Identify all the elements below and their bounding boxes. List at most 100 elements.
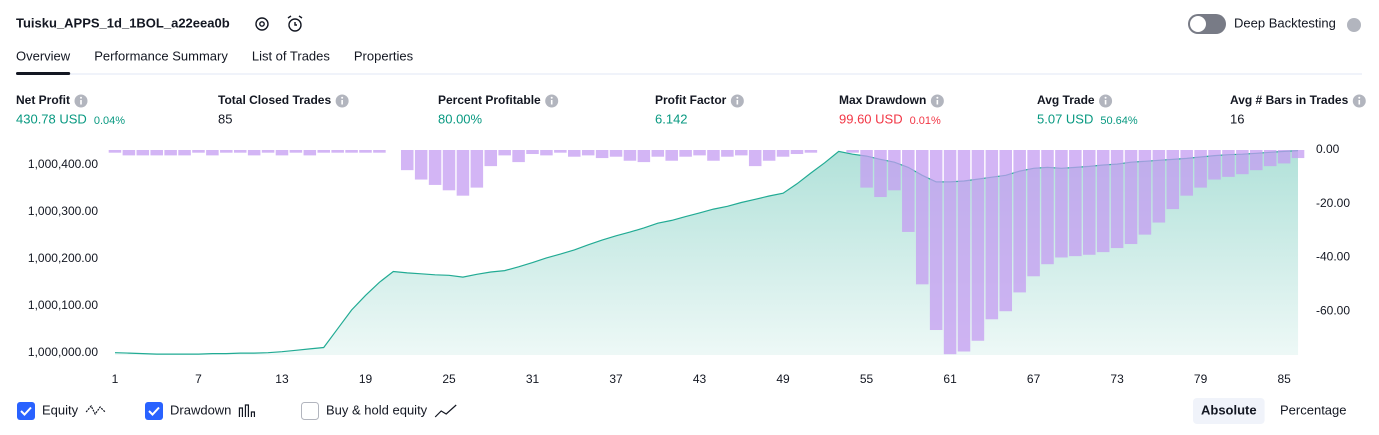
drawdown-bar [136, 150, 150, 156]
drawdown-bar [707, 150, 720, 161]
drawdown-bar [1263, 150, 1277, 167]
drawdown-bar [331, 150, 344, 153]
drawdown-bar [790, 150, 804, 155]
drawdown-bar [721, 150, 734, 157]
y-tick-label: 1,000,300.00 [28, 204, 98, 218]
y-tick-label: 1,000,100.00 [28, 298, 98, 312]
drawdown-bar [428, 150, 442, 185]
drawdown-bar [303, 150, 317, 156]
x-tick-label: 7 [195, 372, 202, 386]
x-tick-label: 19 [359, 372, 373, 386]
drawdown-bar [846, 150, 859, 153]
tab[interactable]: Performance Summary [94, 48, 228, 63]
drawdown-bar [484, 150, 498, 167]
checkmark [148, 406, 160, 416]
scale-button-label: Percentage [1280, 402, 1347, 417]
metric-value: 99.60 USD [839, 111, 903, 126]
drawdown-bar [498, 150, 511, 156]
x-tick-label: 55 [860, 372, 874, 386]
drawdown-bar [1055, 150, 1068, 258]
drawdown-bar [261, 150, 275, 153]
drawdown-bar [359, 150, 372, 153]
x-tick-label: 79 [1194, 372, 1208, 386]
drawdown-bar [651, 150, 665, 157]
drawdown-bar [220, 150, 233, 153]
drawdown-bar [414, 150, 428, 180]
tab[interactable]: Overview [16, 48, 71, 63]
metric-label: Percent Profitable [438, 93, 541, 107]
drawdown-bar [693, 150, 706, 156]
metric-label: Total Closed Trades [218, 93, 331, 107]
info-glyph [1104, 96, 1107, 99]
metric-label: Max Drawdown [839, 93, 926, 107]
metric-value: 5.07 USD [1037, 111, 1093, 126]
checkbox[interactable] [301, 402, 319, 420]
info-glyph [1358, 96, 1361, 99]
drawdown-bar [929, 150, 943, 331]
scale-button[interactable] [1193, 398, 1265, 424]
drawdown-bar [1069, 150, 1082, 257]
drawdown-bar [400, 150, 414, 171]
drawdown-bar [568, 150, 581, 157]
info-glyph [550, 96, 553, 99]
legend-icon [85, 404, 106, 416]
tab[interactable]: Properties [354, 48, 414, 63]
drawdown-bar [247, 150, 261, 156]
legend-label: Equity [42, 402, 79, 417]
tab[interactable]: List of Trades [252, 48, 331, 63]
legend-label: Drawdown [170, 402, 231, 417]
drawdown-bar [233, 150, 247, 153]
help-icon[interactable] [1347, 18, 1361, 32]
x-tick-label: 67 [1027, 372, 1041, 386]
drawdown-bar [1138, 150, 1152, 235]
strategy-title: Tuisku_APPS_1d_1BOL_a22eea0b [16, 15, 230, 30]
drawdown-bar [1152, 150, 1166, 223]
drawdown-bar [373, 150, 386, 153]
x-tick-label: 31 [526, 372, 540, 386]
checkbox[interactable] [145, 402, 163, 420]
y-tick-label: 1,000,200.00 [28, 251, 98, 265]
checkmark [20, 406, 32, 416]
drawdown-bar [609, 150, 623, 157]
info-glyph [80, 96, 82, 99]
y2-tick-label: -60.00 [1316, 303, 1350, 317]
y2-tick-label: -20.00 [1316, 196, 1350, 210]
drawdown-bar [860, 150, 873, 188]
drawdown-bar [345, 150, 358, 153]
checkbox[interactable] [17, 402, 35, 420]
drawdown-bar [762, 150, 776, 161]
drawdown-bar [637, 150, 651, 163]
settings-icon[interactable] [255, 17, 269, 31]
legend-label: Buy & hold equity [326, 402, 428, 417]
y2-tick-label: 0.00 [1316, 142, 1340, 156]
tab-separator [16, 73, 1362, 75]
metric-percent: 0.04% [94, 115, 125, 127]
drawdown-bar [1222, 150, 1235, 177]
drawdown-bar [581, 150, 595, 156]
metric-label: Avg Trade [1037, 93, 1095, 107]
y-tick-label: 1,000,400.00 [28, 157, 98, 171]
x-tick-label: 85 [1277, 372, 1291, 386]
drawdown-bar [888, 150, 901, 191]
drawdown-bar [971, 150, 985, 341]
drawdown-bar [108, 150, 122, 153]
metric-percent: 0.01% [910, 115, 941, 127]
x-tick-label: 25 [442, 372, 456, 386]
drawdown-bar [623, 150, 637, 161]
legend-icon [238, 404, 256, 417]
drawdown-bar [679, 150, 692, 157]
drawdown-bar [456, 150, 470, 196]
drawdown-bar [122, 150, 136, 156]
drawdown-bar [999, 150, 1013, 312]
alert-icon[interactable] [287, 15, 303, 32]
drawdown-bar [317, 150, 331, 153]
drawdown-bar [1277, 150, 1291, 164]
drawdown-bar [289, 150, 303, 153]
drawdown-bar [1180, 150, 1193, 196]
drawdown-bar [512, 150, 525, 163]
metric-percent: 50.64% [1100, 115, 1138, 127]
metric-label: Profit Factor [655, 93, 727, 107]
info-glyph [341, 96, 344, 99]
drawdown-bar [178, 150, 191, 156]
drawdown-bar [540, 150, 553, 156]
